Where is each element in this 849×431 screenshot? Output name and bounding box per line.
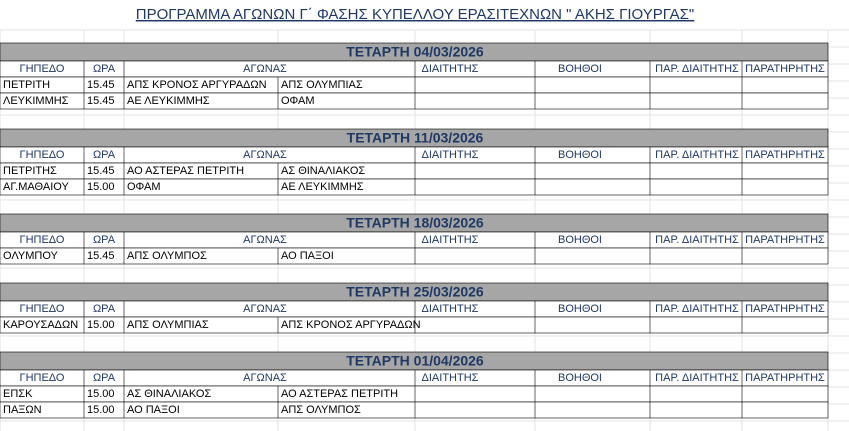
section-date: ΤΕΤΑΡΤΗ 25/03/2026 [346, 284, 484, 300]
column-header: ΒΟΗΘΟΙ [558, 303, 602, 315]
cell: 15.00 [87, 404, 115, 416]
column-header: ΑΓΩΝΑΣ [243, 63, 287, 75]
cell: ΑΠΣ ΟΛΥΜΠΟΣ [127, 250, 207, 262]
column-header: ΠΑΡΑΤΗΡΗΤΗΣ [745, 234, 825, 246]
cell: ΑΟ ΑΣΤΕΡΑΣ ΠΕΤΡΙΤΗ [127, 165, 244, 177]
cell: ΟΛΥΜΠΟΥ [3, 250, 59, 262]
cell: 15.00 [87, 319, 115, 331]
cell: ΑΣ ΘΙΝΑΛΙΑΚΟΣ [127, 388, 211, 400]
match-row [0, 247, 829, 265]
match-row [0, 178, 829, 196]
cell: 15.45 [87, 165, 115, 177]
cell: ΑΓ.ΜΑΘΑΙΟΥ [3, 181, 69, 193]
section-date: ΤΕΤΑΡΤΗ 11/03/2026 [347, 130, 484, 146]
column-header: ΠΑΡ. ΔΙΑΙΤΗΤΗΣ [655, 303, 739, 315]
column-header: ΑΓΩΝΑΣ [243, 234, 287, 246]
column-header: ΠΑΡΑΤΗΡΗΤΗΣ [745, 63, 825, 75]
column-header: ΓΗΠΕΔΟ [20, 63, 65, 75]
cell: ΟΦΑΜ [281, 95, 315, 107]
column-header: ΒΟΗΘΟΙ [558, 234, 602, 246]
title: ΠΡΟΓΡΑΜΜΑ ΑΓΩΝΩΝ Γ΄ ΦΑΣΗΣ ΚΥΠΕΛΛΟΥ ΕΡΑΣΙ… [136, 6, 694, 23]
column-header: ΑΓΩΝΑΣ [243, 303, 287, 315]
match-row [0, 401, 829, 419]
cell: ΑΕ ΛΕΥΚΙΜΜΗΣ [127, 95, 210, 107]
cell: ΑΠΣ ΟΛΥΜΠΙΑΣ [281, 79, 363, 91]
column-header: ΩΡΑ [93, 149, 116, 161]
cell: ΑΟ ΠΑΞΟΙ [281, 250, 334, 262]
cell: ΑΠΣ ΚΡΟΝΟΣ ΑΡΓΥΡΑΔΩΝ [281, 319, 421, 331]
cell: ΑΣ ΘΙΝΑΛΙΑΚΟΣ [281, 165, 365, 177]
column-header: ΓΗΠΕΔΟ [20, 149, 65, 161]
cell: ΑΠΣ ΟΛΥΜΠΟΣ [281, 404, 361, 416]
column-header: ΠΑΡ. ΔΙΑΙΤΗΤΗΣ [655, 234, 739, 246]
column-header: ΩΡΑ [93, 372, 116, 384]
column-header: ΔΙΑΙΤΗΤΗΣ [422, 63, 479, 75]
column-header: ΠΑΡΑΤΗΡΗΤΗΣ [745, 149, 825, 161]
cell: ΚΑΡΟΥΣΑΔΩΝ [3, 319, 78, 331]
section-date: ΤΕΤΑΡΤΗ 18/03/2026 [346, 215, 484, 231]
cell: ΑΠΣ ΚΡΟΝΟΣ ΑΡΓΥΡΑΔΩΝ [127, 79, 267, 91]
cell: 15.45 [87, 250, 115, 262]
column-header: ΒΟΗΘΟΙ [558, 149, 602, 161]
column-header: ΠΑΡ. ΔΙΑΙΤΗΤΗΣ [655, 372, 739, 384]
cell: ΑΠΣ ΟΛΥΜΠΙΑΣ [127, 319, 209, 331]
column-header: ΩΡΑ [93, 234, 116, 246]
cell: ΠΕΤΡΙΤΗ [3, 79, 50, 91]
column-header: ΔΙΑΙΤΗΤΗΣ [422, 149, 479, 161]
column-header: ΒΟΗΘΟΙ [558, 63, 602, 75]
cell: 15.00 [87, 388, 115, 400]
cell: 15.00 [87, 181, 115, 193]
cell: ΑΟ ΠΑΞΟΙ [127, 404, 180, 416]
cell: 15.45 [87, 79, 115, 91]
match-row [0, 92, 829, 110]
column-header: ΩΡΑ [93, 63, 116, 75]
column-header: ΔΙΑΙΤΗΤΗΣ [422, 303, 479, 315]
column-header: ΒΟΗΘΟΙ [558, 372, 602, 384]
column-header: ΓΗΠΕΔΟ [20, 372, 65, 384]
column-header: ΠΑΡΑΤΗΡΗΤΗΣ [745, 303, 825, 315]
match-row [0, 316, 829, 334]
section-date: ΤΕΤΑΡΤΗ 04/03/2026 [346, 44, 484, 60]
column-header: ΠΑΡ. ΔΙΑΙΤΗΤΗΣ [655, 149, 739, 161]
cell: ΑΟ ΑΣΤΕΡΑΣ ΠΕΤΡΙΤΗ [281, 388, 398, 400]
column-header: ΑΓΩΝΑΣ [243, 372, 287, 384]
cell: ΟΦΑΜ [127, 181, 161, 193]
cell: ΛΕΥΚΙΜΜΗΣ [3, 95, 69, 107]
column-header: ΔΙΑΙΤΗΤΗΣ [422, 234, 479, 246]
cell: ΕΠΣΚ [3, 388, 33, 400]
column-header: ΓΗΠΕΔΟ [20, 303, 65, 315]
column-header: ΠΑΡΑΤΗΡΗΤΗΣ [745, 372, 825, 384]
column-header: ΓΗΠΕΔΟ [20, 234, 65, 246]
column-header: ΠΑΡ. ΔΙΑΙΤΗΤΗΣ [655, 63, 739, 75]
section-date: ΤΕΤΑΡΤΗ 01/04/2026 [346, 353, 484, 369]
column-header: ΑΓΩΝΑΣ [243, 149, 287, 161]
cell: 15.45 [87, 95, 115, 107]
cell: ΠΕΤΡΙΤΗΣ [3, 165, 57, 177]
column-header: ΔΙΑΙΤΗΤΗΣ [422, 372, 479, 384]
column-header: ΩΡΑ [93, 303, 116, 315]
cell: ΠΑΞΩΝ [3, 404, 42, 416]
cell: ΑΕ ΛΕΥΚΙΜΜΗΣ [281, 181, 364, 193]
